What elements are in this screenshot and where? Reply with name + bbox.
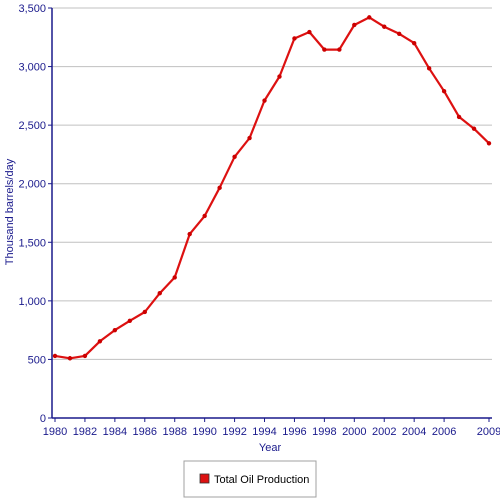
legend-swatch-total-oil-production bbox=[199, 473, 210, 484]
axes bbox=[48, 7, 492, 422]
x-tick-label: 2006 bbox=[432, 426, 456, 438]
y-tick-label: 1,500 bbox=[18, 237, 46, 249]
x-tick-label: 1984 bbox=[103, 426, 127, 438]
legend-label-total-oil-production: Total Oil Production bbox=[214, 474, 309, 486]
x-axis-title: Year bbox=[259, 442, 282, 454]
y-tick-label: 0 bbox=[40, 413, 46, 425]
data-point bbox=[486, 141, 492, 146]
data-point bbox=[322, 47, 327, 52]
data-point bbox=[352, 22, 357, 28]
data-point bbox=[277, 74, 282, 79]
x-tick-label: 1982 bbox=[73, 426, 97, 438]
series-line-total-oil-production bbox=[54, 16, 490, 360]
data-point bbox=[307, 29, 312, 35]
data-point bbox=[411, 40, 417, 46]
y-tick-label: 2,000 bbox=[18, 179, 46, 191]
data-point bbox=[292, 36, 297, 41]
data-point bbox=[471, 126, 477, 131]
data-point bbox=[202, 213, 207, 219]
y-tick-label: 3,500 bbox=[18, 3, 46, 15]
x-tick-label: 2002 bbox=[372, 426, 396, 438]
data-point bbox=[456, 114, 462, 120]
data-point bbox=[441, 88, 447, 94]
data-point bbox=[382, 24, 387, 29]
data-point bbox=[67, 356, 73, 361]
data-point bbox=[426, 66, 432, 71]
y-tick-label: 2,500 bbox=[18, 120, 46, 132]
data-point bbox=[262, 98, 267, 103]
y-tick-label: 500 bbox=[28, 354, 46, 366]
data-point bbox=[112, 327, 118, 333]
y-tick-label: 3,000 bbox=[18, 62, 46, 74]
data-point bbox=[172, 275, 177, 280]
data-point bbox=[247, 135, 252, 141]
x-tick-label: 2009 bbox=[477, 426, 500, 438]
grid-lines bbox=[52, 7, 492, 360]
x-tick-label: 1988 bbox=[162, 426, 186, 438]
data-point bbox=[127, 318, 133, 323]
data-point bbox=[157, 291, 162, 296]
x-tick-label: 1994 bbox=[252, 426, 276, 438]
legend: Total Oil Production bbox=[183, 460, 317, 498]
data-point bbox=[82, 353, 88, 359]
x-tick-label: 2000 bbox=[342, 426, 366, 438]
x-tick-label: 1986 bbox=[133, 426, 157, 438]
data-point bbox=[142, 309, 147, 315]
data-point bbox=[367, 15, 372, 20]
data-point bbox=[397, 31, 402, 36]
y-axis-title: Thousand barrels/day bbox=[4, 158, 16, 265]
data-point bbox=[217, 185, 222, 191]
x-tick-label: 1996 bbox=[282, 426, 306, 438]
y-tick-label: 1,000 bbox=[18, 296, 46, 308]
data-point bbox=[187, 231, 192, 237]
x-tick-label: 1992 bbox=[222, 426, 246, 438]
x-tick-label: 1980 bbox=[43, 426, 67, 438]
x-tick-label: 1990 bbox=[192, 426, 216, 438]
series-layer bbox=[52, 15, 492, 361]
data-point bbox=[97, 339, 103, 344]
data-point bbox=[232, 154, 237, 159]
tick-labels: 0 500 1,000 1,500 2,000 2,500 3,000 3,500 1980 19… bbox=[18, 3, 500, 438]
data-point bbox=[52, 353, 58, 359]
data-point bbox=[337, 47, 342, 52]
x-tick-label: 2004 bbox=[402, 426, 426, 438]
x-tick-label: 1998 bbox=[312, 426, 336, 438]
